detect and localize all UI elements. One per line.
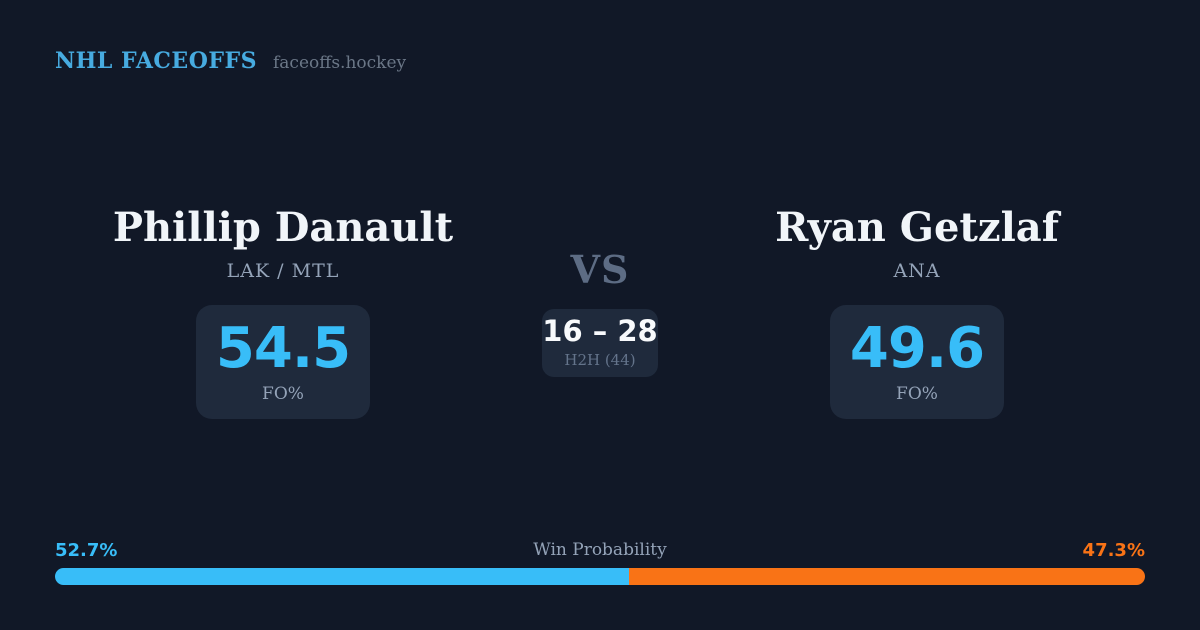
player-right-column: Ryan Getzlaf ANA 49.6 FO%: [737, 205, 1097, 419]
header: NHL FACEOFFS faceoffs.hockey: [55, 48, 406, 74]
win-probability-bar: [55, 568, 1145, 585]
player-left-teams: LAK / MTL: [226, 260, 340, 282]
vs-label: VS: [570, 247, 630, 292]
win-prob-right-pct: 47.3%: [1082, 540, 1145, 561]
h2h-score: 16 – 28: [542, 313, 658, 348]
win-prob-title: Win Probability: [533, 540, 667, 560]
h2h-label: H2H (44): [564, 350, 636, 369]
matchup-center-column: VS 16 – 28 H2H (44): [500, 249, 700, 377]
player-left-fo-label: FO%: [262, 383, 304, 404]
player-left-fo-value: 54.5: [215, 315, 351, 381]
player-right-fo-card: 49.6 FO%: [830, 305, 1004, 419]
win-probability-labels: 52.7% Win Probability 47.3%: [55, 540, 1145, 562]
player-right-teams: ANA: [893, 260, 941, 282]
player-left-fo-card: 54.5 FO%: [196, 305, 370, 419]
player-right-fo-label: FO%: [896, 383, 938, 404]
brand-title: NHL FACEOFFS: [55, 48, 257, 74]
player-right-fo-value: 49.6: [849, 315, 985, 381]
win-prob-left-pct: 52.7%: [55, 540, 118, 561]
player-right-name: Ryan Getzlaf: [775, 204, 1059, 251]
player-left-column: Phillip Danault LAK / MTL 54.5 FO%: [103, 205, 463, 419]
win-prob-bar-left: [55, 568, 630, 585]
h2h-card: 16 – 28 H2H (44): [542, 308, 658, 377]
site-url: faceoffs.hockey: [273, 53, 407, 73]
player-left-name: Phillip Danault: [112, 204, 454, 251]
win-prob-bar-right: [629, 568, 1145, 585]
